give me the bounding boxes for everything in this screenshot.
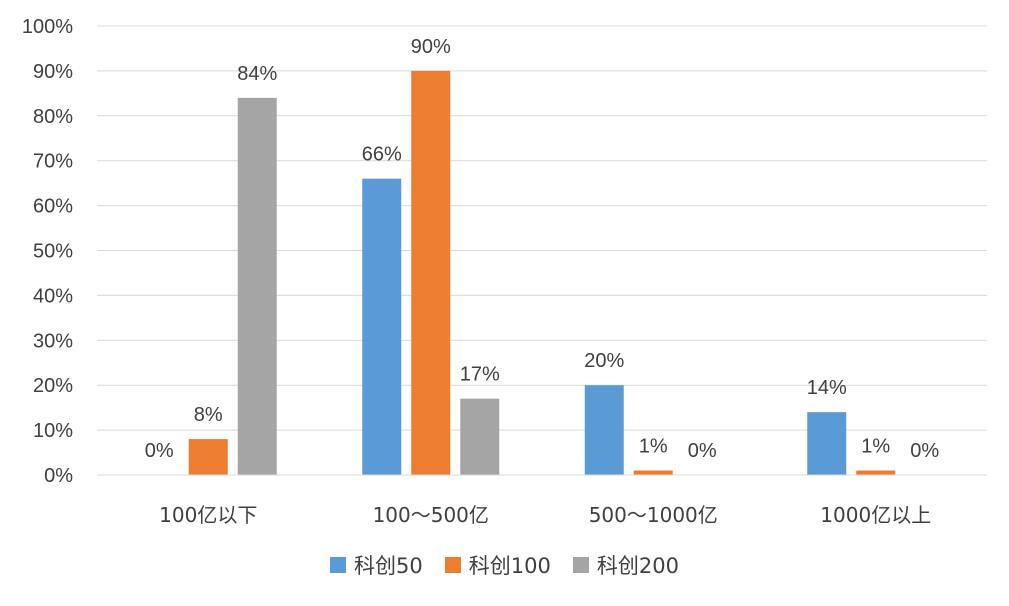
bar [856, 470, 896, 475]
y-tick-label: 60% [33, 196, 73, 218]
y-tick-label: 70% [33, 151, 73, 173]
y-axis: 0% 10% 20% 30% 40% 50% 60% 70% 80% 90% 100% [22, 16, 73, 487]
y-tick-label: 100% [22, 16, 73, 38]
gridlines [97, 25, 987, 431]
y-tick-label: 30% [33, 330, 73, 352]
data-label: 90% [411, 36, 451, 58]
y-tick-label: 40% [33, 285, 73, 307]
bar [362, 178, 402, 475]
bar-chart: 0% 10% 20% 30% 40% 50% 60% 70% 80% 90% 100% 0% 8% 84… [22, 16, 987, 527]
x-tick-label: 100亿以下 [159, 503, 257, 527]
bar [411, 70, 451, 476]
data-label: 1% [861, 436, 890, 458]
bar [633, 470, 673, 475]
data-labels: 0% 8% 84% 66% 90% 17% 20% 1% 0% 14% 1% 0% [145, 36, 940, 462]
bar [460, 398, 500, 475]
legend-item-2: 科创200 [572, 550, 679, 580]
bar [237, 97, 277, 475]
bar [188, 439, 228, 475]
y-tick-label: 20% [33, 375, 73, 397]
x-axis: 100亿以下 100～500亿 500～1000亿 1000亿以上 [97, 474, 987, 527]
y-tick-label: 10% [33, 420, 73, 442]
bar [584, 385, 624, 475]
legend-swatch-0 [330, 557, 347, 573]
data-label: 14% [807, 377, 847, 399]
bar [807, 412, 847, 475]
legend-item-1: 科创100 [444, 550, 551, 580]
data-label: 1% [639, 436, 668, 458]
data-label: 0% [145, 440, 174, 462]
data-label: 8% [194, 404, 223, 426]
legend-item-0: 科创50 [330, 550, 423, 580]
bars [188, 70, 896, 476]
y-tick-label: 90% [33, 61, 73, 83]
legend-label-2: 科创200 [596, 554, 679, 578]
data-label: 0% [910, 440, 939, 462]
legend: 科创50 科创100 科创200 [0, 550, 1009, 580]
data-label: 0% [688, 440, 717, 462]
legend-swatch-1 [444, 557, 461, 573]
y-tick-label: 0% [44, 465, 73, 487]
data-label: 84% [237, 63, 277, 85]
data-label: 20% [584, 350, 624, 372]
x-tick-label: 1000亿以上 [820, 503, 931, 527]
y-tick-label: 80% [33, 106, 73, 128]
y-tick-label: 50% [33, 241, 73, 263]
data-label: 17% [460, 364, 500, 386]
legend-swatch-2 [572, 557, 589, 573]
x-tick-label: 100～500亿 [373, 503, 489, 527]
x-tick-label: 500～1000亿 [589, 503, 718, 527]
data-label: 66% [362, 144, 402, 166]
legend-label-1: 科创100 [468, 554, 551, 578]
legend-label-0: 科创50 [354, 554, 423, 578]
